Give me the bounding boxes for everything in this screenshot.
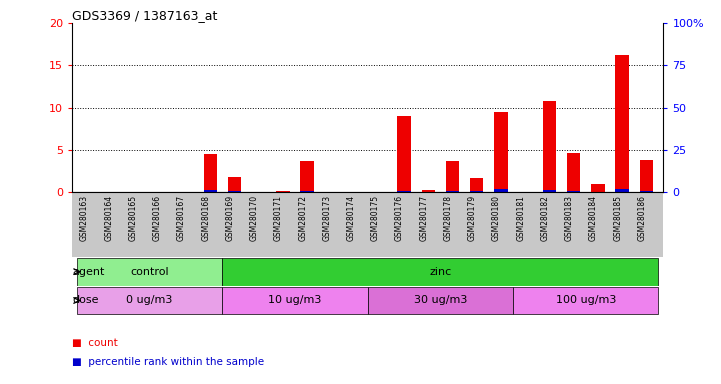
Text: GSM280173: GSM280173 bbox=[322, 195, 332, 242]
Text: GSM280167: GSM280167 bbox=[177, 195, 186, 242]
Bar bbox=[513, 286, 658, 314]
Text: GSM280168: GSM280168 bbox=[201, 195, 211, 241]
Bar bbox=[616, 189, 629, 192]
Text: 30 ug/m3: 30 ug/m3 bbox=[414, 295, 467, 306]
Bar bbox=[591, 184, 605, 192]
Text: GSM280182: GSM280182 bbox=[541, 195, 549, 241]
Text: zinc: zinc bbox=[429, 266, 451, 277]
Bar bbox=[228, 177, 241, 192]
Text: dose: dose bbox=[73, 295, 99, 306]
Bar bbox=[543, 190, 556, 192]
Text: GSM280174: GSM280174 bbox=[347, 195, 355, 242]
Bar bbox=[203, 190, 217, 192]
Bar bbox=[543, 101, 556, 192]
Bar bbox=[495, 189, 508, 192]
Bar bbox=[616, 55, 629, 192]
Text: GSM280171: GSM280171 bbox=[274, 195, 283, 241]
Bar bbox=[446, 161, 459, 192]
Bar bbox=[640, 160, 653, 192]
Bar bbox=[446, 191, 459, 192]
Text: GSM280165: GSM280165 bbox=[128, 195, 138, 242]
Text: GSM280177: GSM280177 bbox=[420, 195, 428, 242]
Text: GSM280183: GSM280183 bbox=[565, 195, 574, 241]
Text: control: control bbox=[131, 266, 169, 277]
Text: GSM280185: GSM280185 bbox=[613, 195, 622, 241]
Bar bbox=[397, 116, 411, 192]
Text: GSM280172: GSM280172 bbox=[298, 195, 307, 241]
Text: GSM280170: GSM280170 bbox=[249, 195, 259, 242]
Text: ■  count: ■ count bbox=[72, 338, 118, 348]
Bar bbox=[228, 191, 241, 192]
Bar bbox=[301, 161, 314, 192]
Bar bbox=[368, 286, 513, 314]
Text: GSM280176: GSM280176 bbox=[395, 195, 404, 242]
Text: agent: agent bbox=[73, 266, 105, 277]
Text: GSM280175: GSM280175 bbox=[371, 195, 380, 242]
Bar bbox=[470, 191, 483, 192]
Bar bbox=[203, 154, 217, 192]
Text: GSM280178: GSM280178 bbox=[443, 195, 453, 241]
Text: GSM280184: GSM280184 bbox=[589, 195, 598, 241]
Bar bbox=[77, 258, 222, 286]
Text: GSM280166: GSM280166 bbox=[153, 195, 162, 242]
Text: 0 ug/m3: 0 ug/m3 bbox=[126, 295, 173, 306]
Bar bbox=[470, 179, 483, 192]
Bar bbox=[77, 286, 222, 314]
Bar bbox=[222, 258, 658, 286]
Bar bbox=[422, 190, 435, 192]
Bar bbox=[301, 191, 314, 192]
Text: ■  percentile rank within the sample: ■ percentile rank within the sample bbox=[72, 357, 264, 367]
Text: GDS3369 / 1387163_at: GDS3369 / 1387163_at bbox=[72, 9, 218, 22]
Text: GSM280163: GSM280163 bbox=[80, 195, 89, 242]
Text: GSM280169: GSM280169 bbox=[226, 195, 234, 242]
Text: 100 ug/m3: 100 ug/m3 bbox=[556, 295, 616, 306]
Text: GSM280181: GSM280181 bbox=[516, 195, 525, 241]
Text: GSM280180: GSM280180 bbox=[492, 195, 501, 241]
Text: 10 ug/m3: 10 ug/m3 bbox=[268, 295, 322, 306]
Bar bbox=[640, 190, 653, 192]
Text: GSM280179: GSM280179 bbox=[468, 195, 477, 242]
Bar bbox=[567, 153, 580, 192]
Bar bbox=[276, 191, 290, 192]
Text: GSM280186: GSM280186 bbox=[637, 195, 646, 241]
Bar bbox=[222, 286, 368, 314]
Bar bbox=[495, 112, 508, 192]
Bar bbox=[567, 190, 580, 192]
Text: GSM280164: GSM280164 bbox=[105, 195, 113, 242]
Bar bbox=[397, 191, 411, 192]
